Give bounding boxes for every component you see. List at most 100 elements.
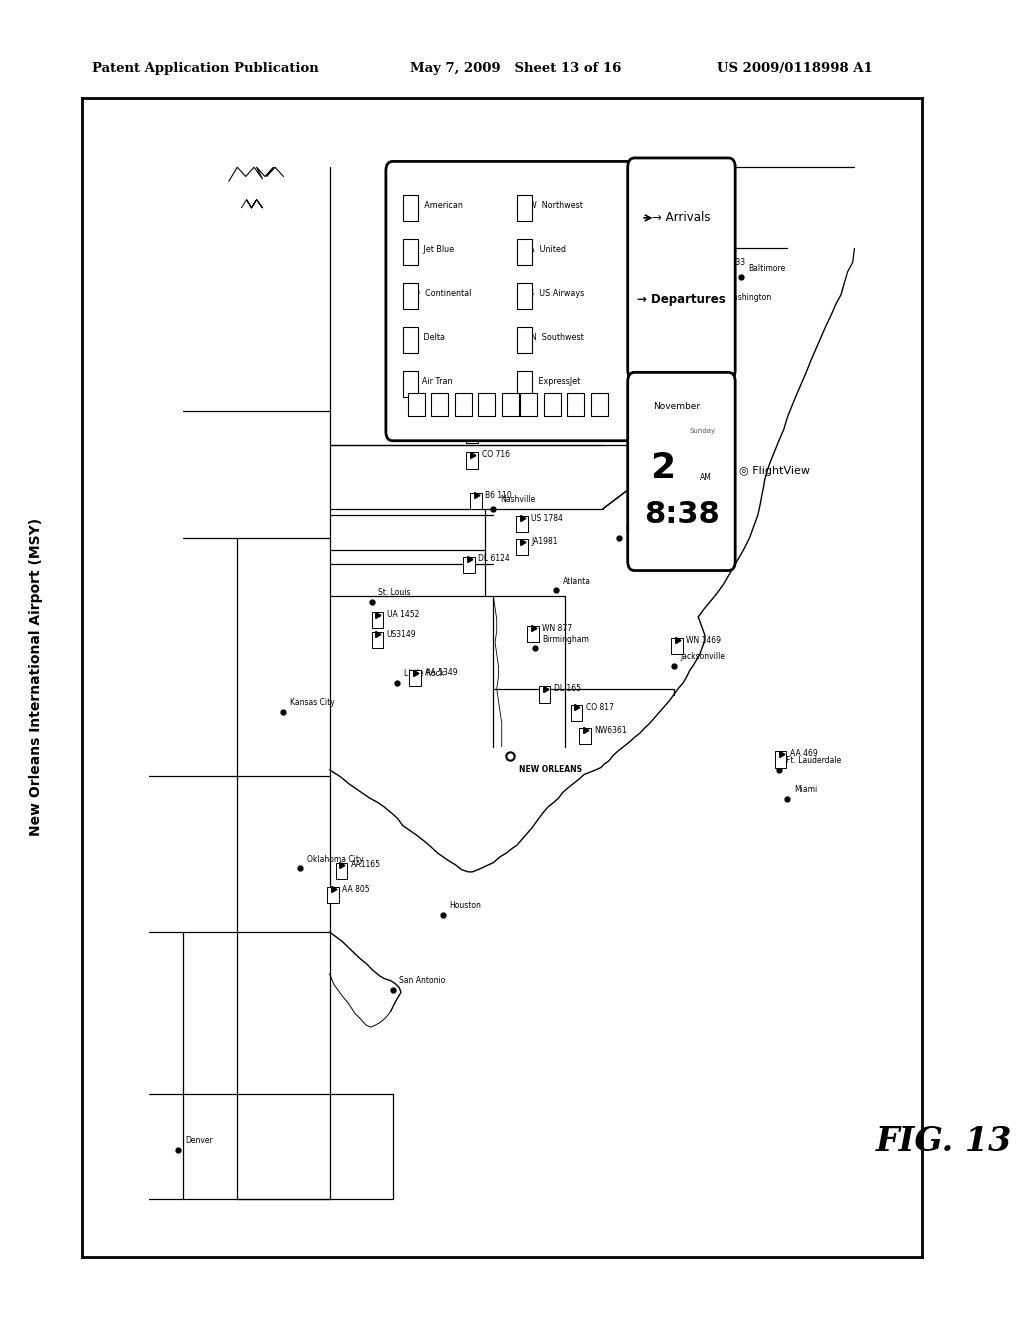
Text: DL  Delta: DL Delta	[408, 333, 444, 342]
Text: NW  Northwest: NW Northwest	[522, 201, 583, 210]
Bar	[516, 540, 527, 556]
Bar	[410, 671, 421, 686]
Bar	[402, 239, 418, 264]
Bar	[336, 862, 347, 879]
Text: → Arrivals: → Arrivals	[652, 211, 711, 224]
Text: Oklahoma City: Oklahoma City	[307, 855, 364, 863]
Text: AA 469: AA 469	[790, 750, 817, 758]
Bar	[544, 393, 560, 416]
FancyBboxPatch shape	[386, 161, 635, 441]
Bar	[467, 453, 478, 469]
Text: Birmingham: Birmingham	[542, 635, 589, 644]
Bar	[517, 371, 532, 397]
Text: UA 1452: UA 1452	[387, 610, 419, 619]
Bar	[703, 260, 715, 276]
Text: Patent Application Publication: Patent Application Publication	[92, 62, 318, 75]
FancyBboxPatch shape	[628, 372, 735, 570]
Text: DL 6124: DL 6124	[478, 554, 510, 564]
Text: B6 117: B6 117	[560, 329, 588, 338]
Bar	[478, 393, 495, 416]
Text: B6 110: B6 110	[485, 491, 512, 500]
Bar	[486, 397, 499, 413]
Bar	[516, 516, 527, 532]
Text: San Antonio: San Antonio	[399, 977, 445, 986]
Bar	[517, 239, 532, 264]
Bar	[517, 195, 532, 220]
Bar	[579, 729, 591, 744]
Text: AA1165: AA1165	[350, 861, 381, 870]
Text: DL 149: DL 149	[502, 395, 528, 404]
Text: Cincinnati: Cincinnati	[475, 385, 513, 395]
Text: Denver: Denver	[185, 1137, 213, 1146]
Bar	[567, 393, 584, 416]
Text: → Departures: → Departures	[637, 293, 726, 305]
Bar	[402, 371, 418, 397]
Bar	[402, 327, 418, 352]
Bar	[455, 393, 471, 416]
Bar	[520, 393, 537, 416]
Bar	[402, 282, 418, 309]
Bar	[546, 330, 557, 347]
Bar	[672, 638, 683, 653]
Bar	[502, 393, 518, 416]
Text: Miami: Miami	[794, 785, 817, 795]
Text: May 7, 2009   Sheet 13 of 16: May 7, 2009 Sheet 13 of 16	[410, 62, 621, 75]
Text: Washington: Washington	[727, 293, 772, 302]
Text: Kansas City: Kansas City	[290, 698, 335, 708]
Text: New Orleans International Airport (MSY): New Orleans International Airport (MSY)	[29, 517, 43, 837]
Text: AM: AM	[700, 474, 712, 482]
Text: Nashville: Nashville	[500, 495, 536, 504]
Text: B6  Jet Blue: B6 Jet Blue	[408, 246, 454, 253]
Text: Ft. Lauderdale: Ft. Lauderdale	[785, 756, 841, 766]
Bar	[463, 557, 475, 573]
Text: US 1784: US 1784	[531, 513, 563, 523]
Text: US  US Airways: US US Airways	[522, 289, 584, 298]
Bar	[467, 426, 478, 444]
Text: WN 3049: WN 3049	[481, 425, 517, 434]
Text: NEW ORLEANS: NEW ORLEANS	[518, 766, 582, 775]
Bar	[431, 393, 449, 416]
Bar	[372, 612, 383, 628]
Bar	[402, 195, 418, 220]
Bar	[517, 327, 532, 352]
Text: Jacksonville: Jacksonville	[681, 652, 726, 661]
Text: Little Rock: Little Rock	[403, 669, 443, 678]
Text: November: November	[653, 403, 700, 412]
Text: Houston: Houston	[450, 902, 481, 909]
Text: NW6361: NW6361	[594, 726, 627, 735]
Text: Atlanta: Atlanta	[563, 577, 591, 586]
Bar	[517, 282, 532, 309]
Bar	[539, 686, 551, 702]
Text: AA 5349: AA 5349	[425, 668, 457, 677]
Text: B6 149: B6 149	[527, 367, 554, 376]
Bar	[372, 632, 383, 648]
Text: 8:38: 8:38	[644, 500, 720, 529]
Text: CO  Continental: CO Continental	[408, 289, 471, 298]
Text: US 237: US 237	[701, 282, 729, 292]
Text: CO 716: CO 716	[481, 450, 510, 459]
Bar	[774, 751, 786, 767]
Text: DL 165: DL 165	[554, 684, 581, 693]
Text: US 133: US 133	[719, 257, 745, 267]
Text: FIG. 13: FIG. 13	[876, 1125, 1012, 1159]
Bar	[470, 492, 481, 510]
Text: Myrtle Beach: Myrtle Beach	[626, 524, 676, 533]
Text: WN  Southwest: WN Southwest	[522, 333, 584, 342]
Text: US3149: US3149	[387, 630, 417, 639]
Text: CO 817: CO 817	[586, 702, 613, 711]
Bar	[512, 368, 523, 385]
Bar	[591, 393, 607, 416]
Text: ◎ FlightView: ◎ FlightView	[738, 466, 810, 477]
Bar	[570, 705, 583, 721]
Text: XE  ExpressJet: XE ExpressJet	[522, 378, 580, 387]
Text: FL  Air Tran: FL Air Tran	[408, 378, 453, 387]
Text: US 2009/0118998 A1: US 2009/0118998 A1	[717, 62, 872, 75]
Text: UA  United: UA United	[522, 246, 565, 253]
Text: AA  American: AA American	[408, 201, 463, 210]
Bar	[686, 284, 698, 301]
Bar	[527, 626, 539, 643]
Text: WN 1469: WN 1469	[686, 635, 722, 644]
Text: 2: 2	[650, 451, 675, 486]
Text: WN 877: WN 877	[542, 624, 572, 634]
Text: St. Louis: St. Louis	[378, 589, 411, 597]
